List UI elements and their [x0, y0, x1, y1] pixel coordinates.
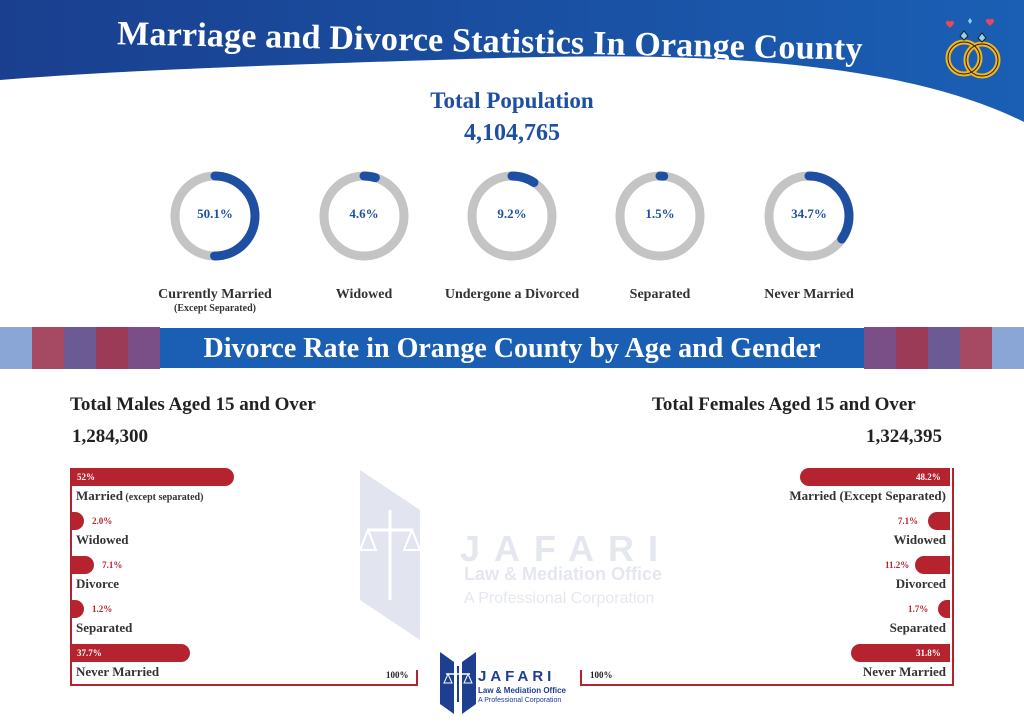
decorative-color-band — [0, 327, 1024, 369]
females-axis-vertical — [952, 468, 954, 686]
donut-category-text: Never Married — [764, 287, 854, 302]
female-bar — [927, 512, 950, 530]
male-bar-category: Separated — [76, 620, 133, 635]
female-bar — [938, 600, 950, 618]
header-banner — [0, 0, 1024, 122]
female-bar-category: Married (Except Separated) — [789, 488, 946, 503]
population-title: Total Population — [430, 88, 594, 113]
female-bar-value: 11.2% — [885, 560, 910, 570]
female-bar-category: Separated — [889, 620, 946, 635]
donut-category-label: Separated — [580, 286, 740, 303]
donut-percent-label: 34.7% — [791, 206, 827, 221]
logo-name: JAFARI — [478, 668, 556, 685]
females-axis-max-label: 100% — [590, 670, 613, 680]
male-bar-value: 7.1% — [102, 560, 123, 570]
section-title: Divorce Rate in Orange County by Age and… — [203, 333, 821, 364]
males-axis-end — [416, 670, 418, 686]
males-axis-vertical — [70, 468, 72, 686]
female-bar-category: Divorced — [895, 576, 946, 591]
female-bar — [799, 468, 950, 486]
section-banner — [160, 328, 864, 368]
male-bar — [72, 512, 84, 530]
male-bar-value: 37.7% — [77, 648, 102, 658]
donut-percent-label: 50.1% — [197, 206, 233, 221]
males-total: 1,284,300 — [72, 426, 148, 447]
female-bar-value: 1.7% — [908, 604, 929, 614]
female-bar-category: Never Married — [862, 664, 946, 679]
males-axis-max-label: 100% — [386, 670, 409, 680]
male-bar — [72, 600, 84, 618]
donut-percent-label: 4.6% — [349, 206, 379, 221]
wedding-rings-icon — [945, 18, 1001, 79]
male-bar-value: 2.0% — [92, 516, 113, 526]
donut-3: 9.2% — [462, 166, 562, 266]
female-bar — [915, 556, 950, 574]
female-bar — [850, 644, 950, 662]
donut-value-arc — [319, 171, 409, 261]
donut-category-label: Never Married — [729, 286, 889, 303]
watermark-line2: A Professional Corporation — [464, 590, 655, 607]
males-title: Total Males Aged 15 and Over — [70, 394, 316, 415]
donut-category-text: Separated — [629, 287, 691, 302]
donut-value-arc — [170, 171, 260, 261]
males-axis-horizontal — [70, 684, 418, 686]
females-axis-end — [580, 670, 582, 686]
male-bar-value: 52% — [77, 472, 95, 482]
females-axis-horizontal — [580, 684, 954, 686]
donut-category-text: Widowed — [335, 287, 393, 302]
watermark-line1: Law & Mediation Office — [464, 564, 663, 584]
donut-2: 4.6% — [314, 166, 414, 266]
donut-category-label: Undergone a Divorced — [432, 286, 592, 303]
male-bar-category-suffix: (except separated) — [122, 492, 204, 503]
donut-5: 34.7% — [759, 166, 859, 266]
logo-line2: A Professional Corporation — [478, 697, 562, 704]
female-bar-category: Widowed — [893, 532, 947, 547]
logo-line1: Law & Mediation Office — [478, 686, 567, 695]
donut-category-label: Currently Married (Except Separated) — [135, 286, 295, 314]
watermark-scales-icon — [360, 470, 422, 640]
population-value: 4,104,765 — [464, 120, 560, 146]
female-bar-value: 7.1% — [897, 516, 919, 526]
donut-category-text: Currently Married — [158, 287, 272, 302]
donut-value-arc — [467, 171, 557, 261]
females-total: 1,324,395 — [866, 426, 942, 447]
watermark-name: JAFARI — [460, 528, 673, 569]
donut-percent-label: 1.5% — [645, 206, 675, 221]
male-bar-category: Divorce — [76, 576, 120, 591]
donut-percent-label: 9.2% — [497, 206, 527, 221]
logo-scales-icon — [440, 652, 476, 714]
donut-category-text: Undergone a Divorced — [444, 287, 580, 302]
donut-value-arc — [615, 171, 705, 261]
male-bar-category: Never Married — [76, 664, 160, 679]
female-bar-value: 31.8% — [916, 648, 941, 658]
male-bar — [72, 644, 190, 662]
male-bar-value: 1.2% — [92, 604, 113, 614]
male-bar — [72, 556, 95, 574]
donut-category-label: Widowed — [284, 286, 444, 303]
male-bar — [72, 468, 235, 486]
donut-1: 50.1% — [165, 166, 265, 266]
male-bar-category: Married (except separated) — [76, 488, 204, 503]
male-bar-category: Widowed — [76, 532, 129, 547]
donut-category-subtext: (Except Separated) — [174, 303, 256, 314]
female-bar-value: 48.2% — [916, 472, 941, 482]
females-title: Total Females Aged 15 and Over — [652, 394, 916, 415]
donut-4: 1.5% — [610, 166, 710, 266]
donut-value-arc — [764, 171, 854, 261]
